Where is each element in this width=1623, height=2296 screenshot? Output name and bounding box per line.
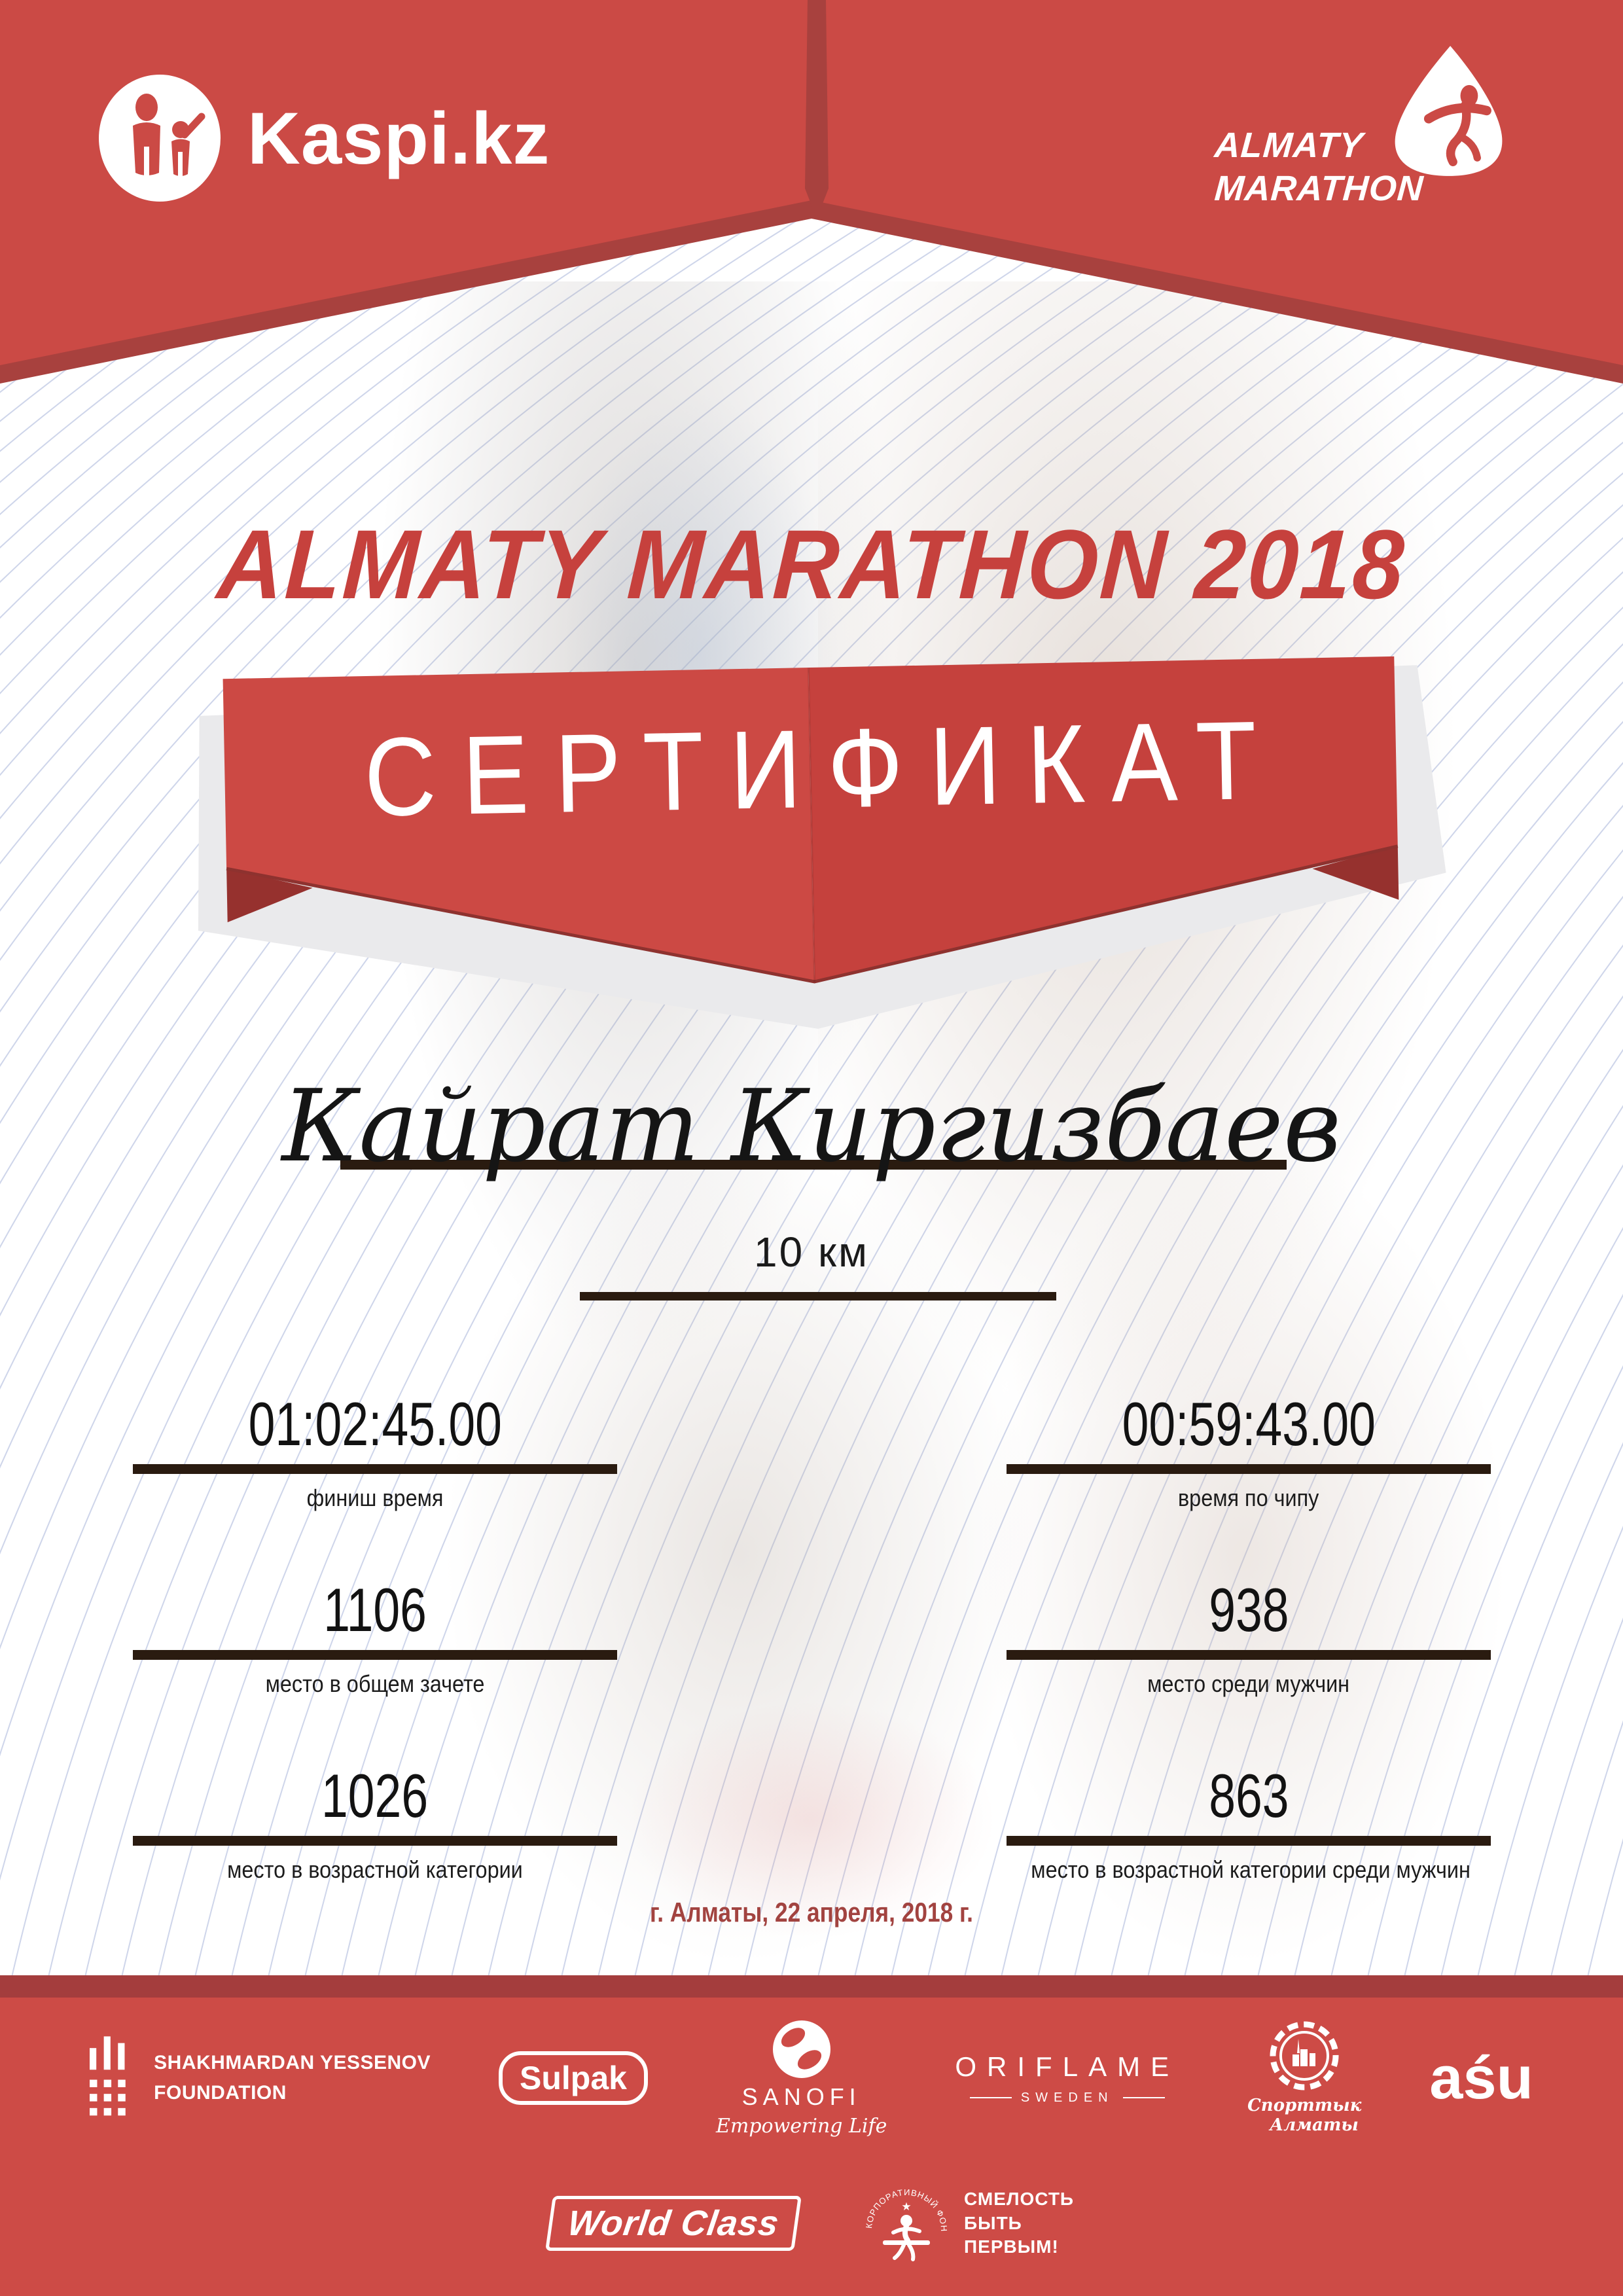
oriflame-logo: ORIFLAME SWEDEN <box>955 2051 1179 2106</box>
asu-logo: aśu <box>1429 2044 1533 2111</box>
corporate-fund-emblem-icon: КОРПОРАТИВНЫЙ ФОНД ★ <box>863 2180 948 2261</box>
stat-overall-place: 1106 место в общем зачете <box>133 1573 617 1698</box>
sanofi-icon <box>772 2020 830 2078</box>
event-date-line: г. Алматы, 22 апреля, 2018 г. <box>650 1897 973 1928</box>
sport-almaty-line2: Алматы <box>1270 2115 1359 2135</box>
kaspi-icon <box>99 75 221 202</box>
corporate-fund-logo: КОРПОРАТИВНЫЙ ФОНД ★ СМЕЛОСТЬ БЫТЬ ПЕРВЫ… <box>863 2180 1074 2267</box>
oriflame-country: SWEDEN <box>1020 2090 1114 2105</box>
yessenov-line2: FOUNDATION <box>154 2082 287 2104</box>
header-ribbon <box>0 0 1623 384</box>
stat-men-place: 938 место среди мужчин <box>1007 1573 1491 1698</box>
stat-underline <box>133 1649 617 1660</box>
world-class-logo: World Class <box>545 2196 802 2251</box>
stat-label: место среди мужчин <box>1147 1670 1350 1697</box>
recipient-name: Кайрат Киргизбаев <box>281 1068 1342 1184</box>
stat-value: 01:02:45.00 <box>248 1390 502 1458</box>
almaty-marathon-icon <box>1395 46 1503 176</box>
star-icon: ★ <box>901 2200 911 2213</box>
stat-underline <box>1007 1463 1491 1474</box>
stat-value: 00:59:43.00 <box>1122 1390 1376 1458</box>
footer-dark-strip <box>0 1975 1623 1998</box>
kaspi-logo-text: Kaspi.kz <box>247 97 550 179</box>
yessenov-foundation-logo: SHAKHMARDAN YESSENOV FOUNDATION <box>90 2036 431 2120</box>
fund-slogan-line1: СМЕЛОСТЬ <box>964 2189 1075 2210</box>
stat-label: место в общем зачете <box>265 1670 485 1697</box>
stat-value: 1026 <box>321 1761 429 1830</box>
sponsor-row-1: SHAKHMARDAN YESSENOV FOUNDATION Sulpak S… <box>0 2016 1623 2140</box>
stat-label: время по чипу <box>1178 1484 1319 1511</box>
yessenov-line1: SHAKHMARDAN YESSENOV <box>154 2051 431 2073</box>
stat-underline <box>1007 1835 1491 1846</box>
fund-slogan-line2: БЫТЬ <box>964 2212 1022 2233</box>
stat-label: финиш время <box>306 1484 444 1511</box>
stat-value: 1106 <box>323 1575 427 1644</box>
oriflame-name: ORIFLAME <box>955 2051 1180 2082</box>
fund-slogan-line3: ПЕРВЫМ! <box>964 2236 1059 2257</box>
sport-almaty-emblem-icon <box>1270 2021 1339 2090</box>
world-class-text: World Class <box>565 2204 782 2243</box>
oriflame-rule-left <box>969 2097 1012 2098</box>
stat-age-place: 1026 место в возрастной категории <box>133 1759 617 1884</box>
stat-label: место в возрастной категории <box>227 1856 523 1883</box>
oriflame-rule-right <box>1122 2097 1165 2098</box>
stat-age-men-place: 863 место в возрастной категории среди м… <box>1007 1759 1491 1884</box>
stat-value: 938 <box>1208 1575 1289 1644</box>
sport-almaty-logo: Спорттык Алматы <box>1247 2020 1361 2136</box>
stat-label: место в возрастной категории среди мужчи… <box>1031 1856 1471 1883</box>
sanofi-name: SANOFI <box>741 2083 861 2110</box>
stat-underline <box>133 1463 617 1474</box>
distance-underline <box>580 1292 1056 1300</box>
sanofi-logo: SANOFI Empowering Life <box>716 2019 887 2138</box>
sport-almaty-line1: Спорттык <box>1247 2096 1362 2116</box>
sanofi-tagline: Empowering Life <box>715 2114 887 2138</box>
distance-label: 10 км <box>754 1229 869 1276</box>
kaspi-logo: Kaspi.kz <box>97 73 550 203</box>
stat-value: 863 <box>1208 1761 1289 1830</box>
stat-underline <box>133 1835 617 1846</box>
stat-chip-time: 00:59:43.00 время по чипу <box>1007 1388 1491 1512</box>
stat-underline <box>1007 1649 1491 1660</box>
sponsor-row-2: World Class КОРПОРАТИВНЫЙ ФОНД ★ СМЕЛОСТ… <box>0 2174 1623 2272</box>
stat-finish-time: 01:02:45.00 финиш время <box>133 1388 617 1512</box>
sulpak-logo: Sulpak <box>499 2051 648 2105</box>
name-underline <box>340 1160 1287 1170</box>
yessenov-foundation-icon <box>90 2036 126 2116</box>
